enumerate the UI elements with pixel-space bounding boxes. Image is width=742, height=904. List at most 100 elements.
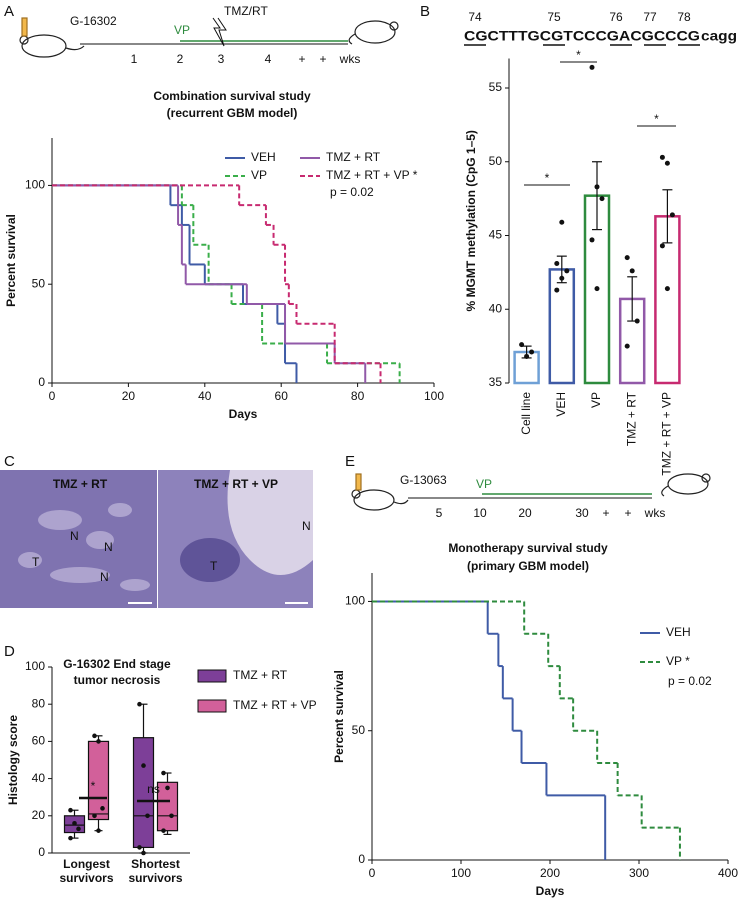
sequence-flank: cagg: [701, 28, 737, 44]
x-tick-label-text: Shortest survivors: [128, 857, 183, 885]
bar: [548, 268, 576, 385]
mouse-icon: [661, 473, 711, 497]
data-point: [599, 196, 605, 202]
box: [156, 781, 179, 832]
x-tick-label: VEH: [554, 392, 568, 417]
data-point: [141, 763, 146, 768]
x-axis-label: Days: [229, 407, 258, 421]
region-label: N: [104, 540, 113, 554]
y-tick-label: 55: [489, 80, 503, 94]
significance-label: *: [576, 48, 581, 62]
data-point: [624, 343, 630, 349]
x-tick-label: Cell line: [519, 392, 533, 435]
panel-label: D: [4, 643, 15, 660]
legend-label: TMZ + RT + VP: [233, 698, 317, 712]
study-subtitle: (primary GBM model): [467, 559, 589, 573]
x-tick-label: Longest survivors: [59, 857, 113, 885]
panel-label: B: [420, 3, 430, 20]
y-tick-label: 80: [32, 696, 46, 710]
significance-label: *: [545, 171, 550, 185]
x-tick-label: TMZ + RT + VP: [660, 392, 674, 476]
drug-label: VP: [174, 23, 190, 37]
data-point: [669, 212, 675, 218]
x-axis-label: Days: [536, 884, 565, 898]
week-label: 30: [575, 506, 589, 520]
data-point: [72, 820, 77, 826]
y-tick-label: 100: [25, 178, 45, 192]
significance-label: *: [91, 779, 96, 793]
y-axis-label: Histology score: [6, 715, 20, 805]
y-axis-label: % MGMT methylation (CpG 1–5): [464, 130, 478, 311]
legend-label: VEH: [666, 625, 691, 639]
data-point: [559, 219, 565, 225]
cpg-position: 74: [468, 10, 482, 24]
data-point: [659, 243, 665, 249]
chart-title: G-16302 End stage: [63, 657, 171, 671]
region-label: T: [32, 555, 40, 569]
data-point: [161, 770, 166, 776]
data-point: [137, 701, 142, 707]
drug-label: VP: [476, 477, 492, 491]
data-point: [169, 813, 174, 819]
data-point: [594, 184, 600, 190]
sequence: CGCTTTGCGTCCCGACGCCCG: [464, 28, 700, 44]
y-tick-label: 35: [489, 375, 503, 389]
study-subtitle: (recurrent GBM model): [167, 106, 298, 120]
panel-label: E: [345, 453, 355, 470]
data-point: [96, 828, 101, 833]
significance-label: *: [654, 112, 659, 126]
data-point: [92, 813, 97, 819]
sequence-b: 74 75 76 77 78 CGCTTTGCGTCCCGACGCCCG cag…: [464, 10, 737, 46]
mouse-icon: [348, 20, 399, 45]
x-tick-label: 100: [424, 389, 444, 403]
week-label: +: [319, 52, 326, 66]
data-point: [92, 733, 97, 739]
chart-subtitle: tumor necrosis: [74, 673, 161, 687]
survival-curve: [52, 184, 298, 383]
x-tick-label: 40: [198, 389, 212, 403]
lightning-icon: [212, 17, 227, 47]
y-tick-label: 20: [32, 808, 46, 822]
week-label: 10: [473, 506, 487, 520]
box-plot: [156, 772, 179, 836]
region-label: N: [302, 519, 311, 533]
data-point: [68, 807, 73, 813]
week-label: 3: [218, 52, 225, 66]
panel-label: A: [4, 3, 14, 20]
error-bar: [592, 161, 602, 231]
data-point: [524, 353, 530, 359]
data-point: [594, 286, 600, 292]
legend-label: TMZ + RT: [326, 150, 381, 164]
week-label: +: [298, 52, 305, 66]
data-point: [589, 237, 595, 243]
tissue-texture: [18, 503, 150, 591]
survival-curve: [52, 184, 367, 383]
week-label: wks: [339, 52, 361, 66]
data-point: [664, 286, 670, 292]
box: [132, 737, 155, 849]
y-axis-label: Percent survival: [332, 670, 346, 763]
y-tick-label: 50: [352, 723, 366, 737]
data-point: [100, 806, 105, 811]
histology-c: TMZ + RT TMZ + RT + VP N N T N T N: [0, 470, 313, 608]
region-label: N: [70, 529, 79, 543]
significance-label: ns: [147, 782, 160, 796]
data-point: [137, 845, 142, 850]
survival-curve: [372, 600, 681, 860]
study-title: Combination survival study: [153, 89, 311, 103]
x-tick-label: 80: [351, 389, 365, 403]
week-label: 2: [177, 52, 184, 66]
legend-label: VEH: [251, 150, 276, 164]
y-tick-label: 40: [32, 771, 46, 785]
week-label: 4: [265, 52, 272, 66]
x-tick-label: 60: [275, 389, 289, 403]
y-tick-label: 50: [489, 154, 503, 168]
y-tick-label: 40: [489, 301, 503, 315]
week-label: +: [602, 506, 609, 520]
x-tick-label: TMZ + RT: [624, 391, 638, 446]
week-label: 20: [518, 506, 532, 520]
data-point: [165, 785, 170, 791]
x-tick-label: 0: [49, 389, 56, 403]
cpg-position: 77: [643, 10, 657, 24]
week-label: 1: [131, 52, 138, 66]
